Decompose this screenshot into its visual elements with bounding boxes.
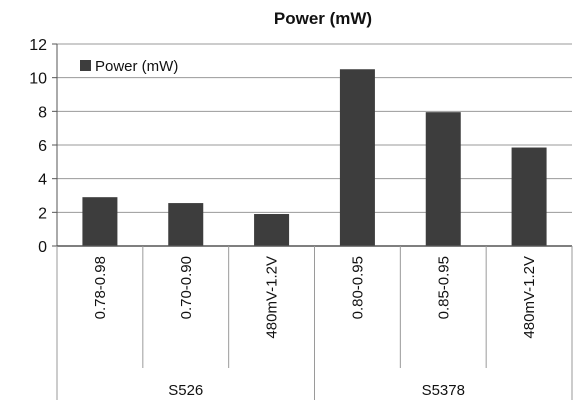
x-axis: 0.78-0.98 0.70-0.90 480mV-1.2V 0.80-0.95 0.8… bbox=[56, 245, 573, 400]
legend: Power (mW) bbox=[80, 58, 178, 75]
bar bbox=[511, 147, 547, 246]
group-label: S5378 bbox=[422, 382, 465, 399]
chart-title: Power (mW) bbox=[274, 9, 372, 28]
y-tick-label: 8 bbox=[38, 104, 47, 121]
y-tick-label: 6 bbox=[38, 138, 47, 155]
legend-label: Power (mW) bbox=[95, 58, 178, 75]
y-axis: 0 2 4 6 8 10 12 bbox=[29, 37, 58, 256]
x-tick-label: 0.85-0.95 bbox=[435, 256, 452, 319]
y-tick-label: 0 bbox=[38, 239, 47, 256]
bar bbox=[168, 203, 204, 246]
legend-swatch bbox=[80, 60, 91, 71]
x-tick-label: 0.70-0.90 bbox=[178, 256, 195, 319]
y-tick-label: 10 bbox=[29, 71, 47, 88]
group-label: S526 bbox=[168, 382, 203, 399]
bar bbox=[254, 214, 290, 246]
y-tick-label: 12 bbox=[29, 37, 47, 54]
gridlines bbox=[57, 43, 572, 213]
bars bbox=[82, 69, 547, 246]
y-tick-label: 2 bbox=[38, 205, 47, 222]
bar bbox=[339, 69, 375, 246]
x-tick-label: 0.78-0.98 bbox=[92, 256, 109, 319]
bar bbox=[82, 197, 118, 246]
x-tick-label: 0.80-0.95 bbox=[349, 256, 366, 319]
x-tick-label: 480mV-1.2V bbox=[264, 256, 281, 339]
x-tick-label: 480mV-1.2V bbox=[521, 256, 538, 339]
bar bbox=[425, 112, 461, 246]
y-tick-label: 4 bbox=[38, 172, 47, 189]
